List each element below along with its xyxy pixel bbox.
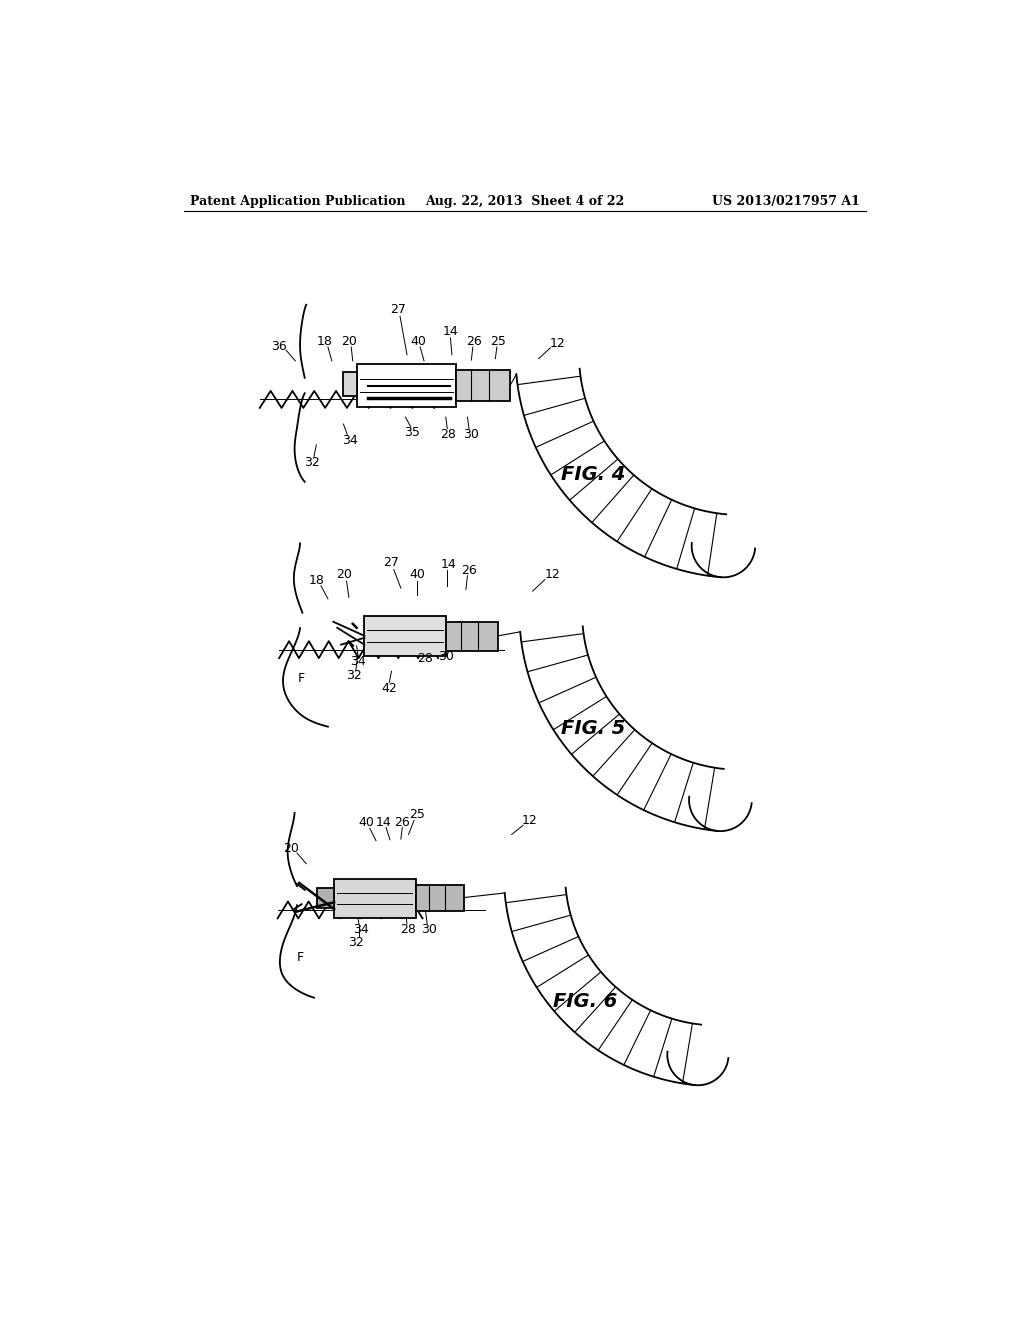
Text: Aug. 22, 2013  Sheet 4 of 22: Aug. 22, 2013 Sheet 4 of 22 [425, 195, 625, 209]
Text: 26: 26 [466, 335, 481, 348]
Text: 32: 32 [346, 669, 361, 682]
Text: 20: 20 [283, 842, 299, 855]
Text: 18: 18 [316, 335, 333, 348]
Text: US 2013/0217957 A1: US 2013/0217957 A1 [712, 195, 859, 209]
Text: 12: 12 [550, 337, 565, 350]
Text: Patent Application Publication: Patent Application Publication [190, 195, 406, 209]
Bar [416, 886, 464, 911]
Text: 27: 27 [390, 302, 406, 315]
Text: 42: 42 [381, 681, 397, 694]
Bar [456, 370, 510, 401]
Text: 18: 18 [309, 574, 325, 587]
Text: 14: 14 [442, 325, 459, 338]
Text: FIG. 6: FIG. 6 [553, 993, 617, 1011]
Text: 40: 40 [410, 569, 425, 582]
Text: 28: 28 [417, 652, 433, 665]
Text: 32: 32 [304, 455, 321, 469]
Text: 25: 25 [490, 335, 507, 348]
Text: 20: 20 [341, 335, 356, 348]
Text: 34: 34 [342, 434, 357, 446]
Text: 20: 20 [336, 569, 352, 582]
Text: 32: 32 [348, 936, 364, 949]
Text: F: F [297, 952, 303, 964]
Text: 27: 27 [384, 556, 399, 569]
Bar [334, 879, 416, 917]
Text: 26: 26 [394, 816, 411, 829]
Text: 40: 40 [358, 816, 374, 829]
Text: 28: 28 [440, 428, 456, 441]
Text: 25: 25 [410, 808, 425, 821]
Bar [365, 615, 445, 656]
Text: 26: 26 [461, 564, 477, 577]
Text: F: F [298, 672, 305, 685]
Bar [343, 372, 356, 396]
Bar [356, 364, 456, 407]
Text: 30: 30 [438, 649, 454, 663]
Text: 40: 40 [410, 335, 426, 348]
Text: 14: 14 [376, 816, 391, 829]
Text: 30: 30 [421, 924, 436, 936]
Text: 14: 14 [440, 557, 456, 570]
Bar [317, 888, 334, 908]
Text: 36: 36 [271, 339, 287, 352]
Text: 30: 30 [463, 428, 478, 441]
Text: 12: 12 [545, 568, 560, 581]
Text: 34: 34 [352, 924, 369, 936]
Text: 12: 12 [521, 814, 538, 828]
Text: FIG. 4: FIG. 4 [561, 465, 626, 483]
Text: 34: 34 [350, 656, 366, 668]
Text: 28: 28 [400, 924, 417, 936]
Bar [445, 622, 499, 651]
Text: FIG. 5: FIG. 5 [561, 718, 626, 738]
Text: 35: 35 [404, 426, 421, 440]
